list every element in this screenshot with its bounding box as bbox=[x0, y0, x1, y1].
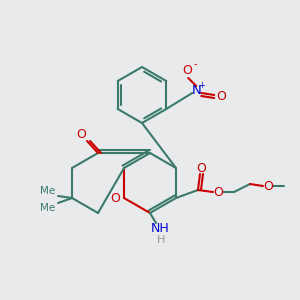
Text: Me: Me bbox=[40, 203, 56, 213]
Text: Me: Me bbox=[40, 186, 56, 196]
Text: O: O bbox=[76, 128, 86, 140]
Text: -: - bbox=[194, 59, 197, 69]
Text: O: O bbox=[263, 179, 273, 193]
Text: O: O bbox=[182, 64, 192, 76]
Text: +: + bbox=[198, 82, 205, 91]
Text: N: N bbox=[191, 85, 201, 98]
Text: H: H bbox=[157, 235, 165, 245]
Text: O: O bbox=[213, 185, 223, 199]
Text: NH: NH bbox=[151, 223, 169, 236]
Text: O: O bbox=[196, 161, 206, 175]
Text: O: O bbox=[216, 89, 226, 103]
Text: O: O bbox=[110, 193, 120, 206]
